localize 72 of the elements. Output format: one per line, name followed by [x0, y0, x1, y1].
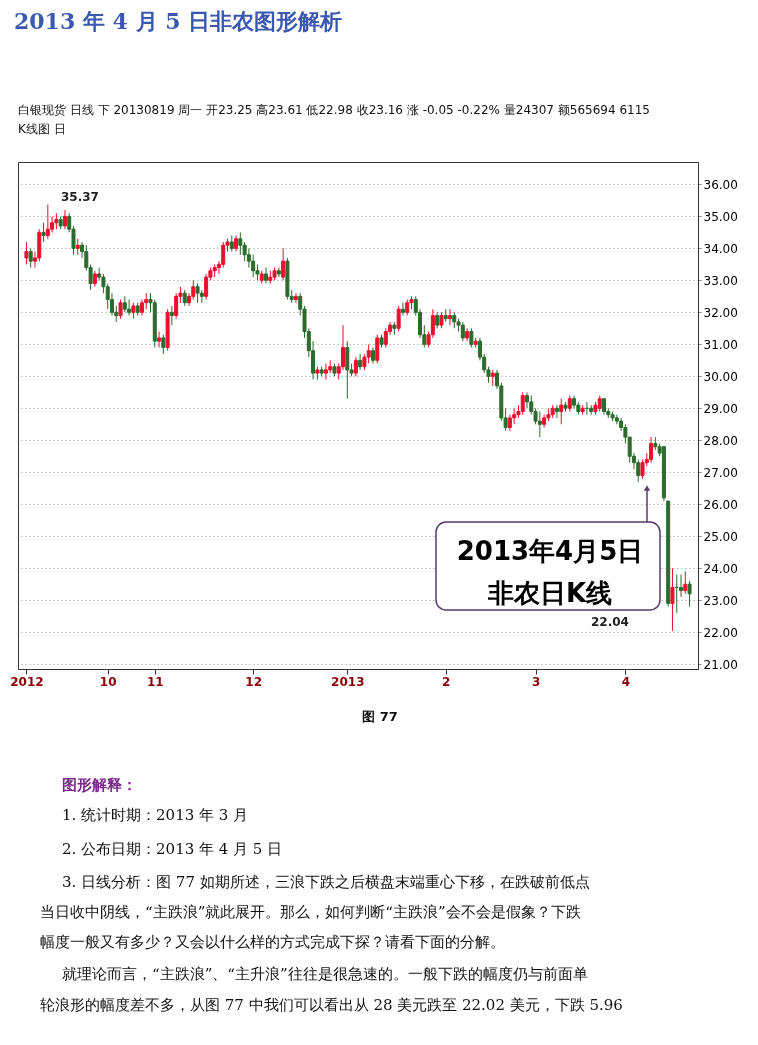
text: 2. 公布日期：2013 年 4 月 5 日 [62, 840, 283, 858]
y-tick-label: 21.00 [703, 657, 738, 672]
y-tick-label: 26.00 [703, 497, 738, 512]
y-tick-label: 24.00 [703, 561, 738, 576]
candlestick [366, 343, 371, 365]
candlestick [687, 580, 692, 608]
candlestick [169, 305, 174, 326]
candlestick [520, 391, 525, 416]
x-tick-label: 4 [621, 674, 631, 689]
candlestick [195, 283, 200, 304]
x-tick-label: 10 [99, 674, 117, 689]
candlestick [345, 340, 350, 400]
y-tick-label: 23.00 [703, 593, 738, 608]
y-tick-label: 34.00 [703, 241, 738, 256]
y-tick-label: 33.00 [703, 273, 738, 288]
annotation: 35.37 [61, 190, 99, 204]
candlestick [460, 321, 465, 342]
chart-title: 2013 年 4 月 5 日非农图形解析 [14, 8, 343, 34]
y-tick-label: 28.00 [703, 433, 738, 448]
caption: 图 77 [362, 709, 398, 724]
candlestick [375, 334, 380, 365]
x-tick-label: 12 [245, 674, 263, 689]
x-tick-label: 3 [531, 674, 541, 689]
y-tick-label: 27.00 [703, 465, 738, 480]
text: 3. 日线分析：图 77 如期所述，三浪下跌之后横盘末端重心下移，在跌破前低点 [62, 873, 590, 891]
candlestick [174, 292, 179, 320]
candlestick [281, 247, 286, 281]
y-tick-label: 31.00 [703, 337, 738, 352]
candlestick [157, 331, 162, 349]
text: 白银现货 日线 下 20130819 周一 开23.25 高23.61 低22.98 收23.16 涨 -0.05 -0.22% 量24307 额565694 6115 [18, 103, 650, 117]
y-tick-label: 25.00 [703, 529, 738, 544]
annotation: 22.04 [591, 615, 629, 629]
text: 图形解释： [62, 776, 137, 794]
y-tick-label: 29.00 [703, 401, 738, 416]
candlestick [246, 247, 251, 269]
candlestick [537, 411, 542, 438]
text: 当日收中阴线，“主跌浪”就此展开。那么，如何判断“主跌浪”会不会是假象？下跌 [40, 903, 581, 921]
candlestick [396, 305, 401, 333]
candlestick [341, 324, 346, 371]
x-tick-label: 2012 [10, 674, 44, 689]
y-tick-label: 35.00 [703, 209, 738, 224]
candlestick [161, 334, 166, 355]
annotation: 非农日K线 [486, 578, 613, 608]
candlestick [469, 327, 474, 349]
candlestick [238, 231, 243, 256]
candlestick [127, 299, 132, 317]
x-tick-label: 2 [442, 674, 451, 689]
candlestick [293, 292, 298, 304]
candlestick [400, 302, 405, 317]
y-tick-label: 36.00 [703, 177, 738, 192]
y-tick-label: 32.00 [703, 305, 738, 320]
candlestick [204, 273, 209, 301]
candlestick [24, 241, 29, 265]
text: 轮浪形的幅度差不多，从图 77 中我们可以看出从 28 美元跌至 22.02 美元，下跌 5.96 [40, 996, 623, 1014]
candlestick [118, 299, 123, 320]
candlestick [41, 222, 46, 243]
candlestick [45, 204, 50, 240]
candlestick [670, 567, 675, 632]
annotation: 2013年4月5日 [456, 536, 644, 566]
candlestick [50, 215, 55, 233]
candlestick [525, 391, 529, 409]
text: K线图 日 [18, 122, 66, 136]
candlestick [679, 574, 684, 598]
text: 就理论而言，“主跌浪”、“主升浪”往往是很急速的。一般下跌的幅度仍与前面单 [62, 965, 588, 983]
candlestick [683, 570, 688, 595]
text: 幅度一般又有多少？又会以什么样的方式完成下探？请看下面的分解。 [40, 933, 505, 951]
candlestick [28, 247, 33, 269]
y-tick-label: 30.00 [703, 369, 738, 384]
x-tick-label: 2013 [331, 674, 365, 689]
x-tick-label: 11 [146, 674, 164, 689]
text: 1. 统计时期：2013 年 3 月 [62, 806, 249, 824]
y-tick-label: 22.00 [703, 625, 738, 640]
